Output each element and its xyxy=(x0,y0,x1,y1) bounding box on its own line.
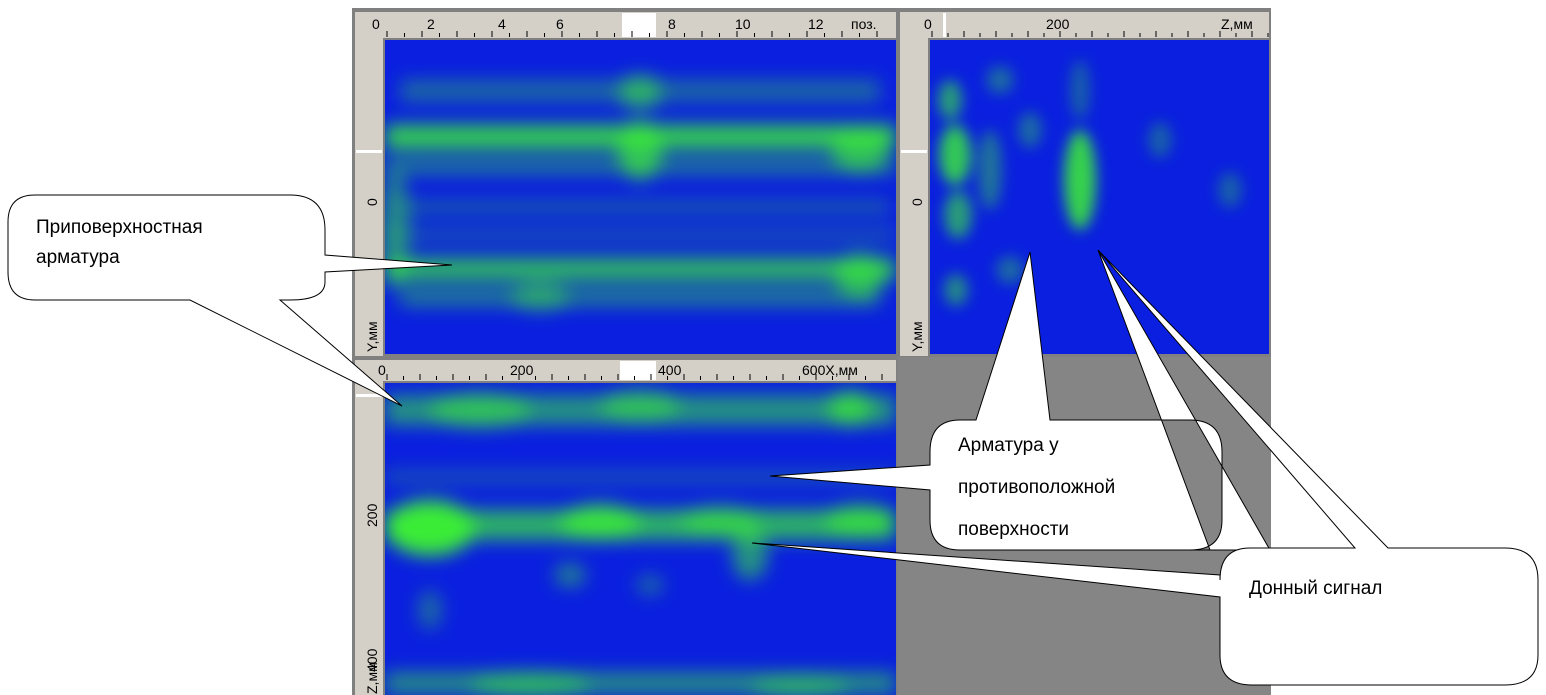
x-axis-labels: 0 2 4 6 8 10 12 поз. xyxy=(372,16,877,32)
tick-label: 10 xyxy=(735,16,751,32)
callout-text: поверхности xyxy=(958,519,1069,540)
tick-label: 200 xyxy=(364,503,380,527)
tick-label: 0 xyxy=(372,16,380,32)
x-axis-unit: Z,мм xyxy=(1221,16,1253,32)
y-axis-labels: 0 Y,мм xyxy=(356,150,382,352)
tick-label: 400 xyxy=(658,362,682,378)
scan-top-right: 0 200 Z,мм 0 Y,мм xyxy=(900,12,1269,356)
callout-near-surface-rebar: Приповерхностная арматура xyxy=(7,194,453,407)
callout-text: арматура xyxy=(36,247,120,268)
scan-top-left: 0 2 4 6 8 10 12 поз. 0 Y,мм xyxy=(355,12,896,356)
y-axis-label: Y,мм xyxy=(364,321,380,352)
x-axis-unit: поз. xyxy=(851,16,877,32)
x-axis-ticks xyxy=(386,374,883,380)
tick-label: 200 xyxy=(510,362,534,378)
position-marker xyxy=(620,361,656,380)
tick-label: 12 xyxy=(808,16,824,32)
callout-text: Арматура у xyxy=(958,435,1059,456)
y-marker xyxy=(901,150,927,153)
tick-label: 0 xyxy=(909,198,925,206)
tick-label: 4 xyxy=(498,16,506,32)
tick-label: 0 xyxy=(364,198,380,206)
x-axis-unit: 600X,мм xyxy=(802,362,858,378)
callout-opposite-surface-rebar: Арматура у противоположной поверхности xyxy=(769,249,1271,551)
x-axis-ruler xyxy=(900,12,1269,38)
scan-bottom: 0 200 400 600X,мм 200 400 Z,мм xyxy=(355,360,896,695)
scan-signal xyxy=(938,60,1242,306)
z-marker xyxy=(356,394,382,397)
callout-bubble xyxy=(769,249,1271,551)
y-axis-ruler xyxy=(900,38,928,356)
callout-back-signal: Донный сигнал xyxy=(751,249,1539,686)
tick-label: 400 xyxy=(364,648,380,672)
tick-label: 2 xyxy=(427,16,435,32)
position-marker xyxy=(622,13,656,37)
y-marker xyxy=(356,150,382,153)
callout-bubble xyxy=(7,194,453,407)
tick-label: 8 xyxy=(668,16,676,32)
tick-label: 200 xyxy=(1046,16,1070,32)
callout-text: противоположной xyxy=(958,477,1115,498)
x-axis-ticks xyxy=(386,31,878,37)
tick-label: 6 xyxy=(556,16,564,32)
callout-bubble xyxy=(751,249,1539,686)
z-axis-label: Z,мм xyxy=(364,662,380,694)
x-axis-ticks xyxy=(931,31,1269,37)
z-axis-ruler xyxy=(355,381,383,695)
scan-signal xyxy=(385,389,896,695)
callout-text: Приповерхностная xyxy=(36,217,203,238)
callout-text: Донный сигнал xyxy=(1249,578,1382,599)
scan-signal xyxy=(385,74,896,311)
tick-label: 0 xyxy=(924,16,932,32)
tick-label: 0 xyxy=(378,362,386,378)
scan-image xyxy=(930,40,1269,354)
position-marker xyxy=(943,13,946,37)
y-axis-ruler xyxy=(355,38,383,356)
y-axis-label: Y,мм xyxy=(909,321,925,352)
